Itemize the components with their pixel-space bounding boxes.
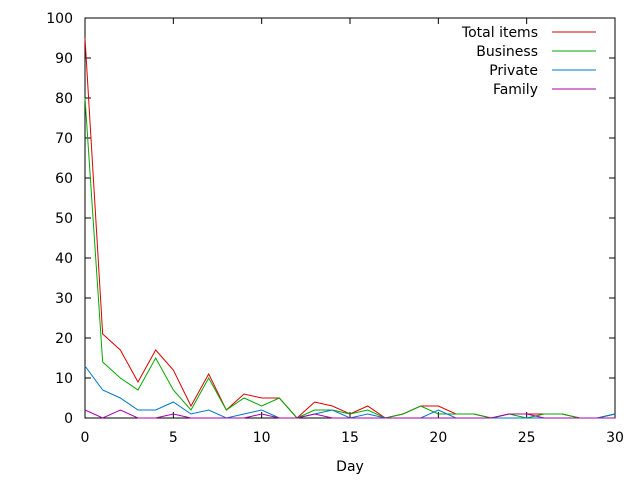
y-tick-label: 60: [55, 171, 73, 187]
series-line-business: [84, 97, 616, 419]
x-tick-label: 10: [253, 430, 271, 446]
y-tick-label: 70: [55, 131, 73, 147]
y-tick-label: 50: [55, 211, 73, 227]
x-tick-label: 0: [81, 430, 90, 446]
legend-label: Family: [493, 82, 538, 98]
y-tick-label: 10: [55, 371, 73, 387]
legend: Total items Business Private Family: [461, 25, 596, 98]
legend-label: Private: [489, 63, 538, 79]
y-tick-label: 40: [55, 251, 73, 267]
y-tick-label: 80: [55, 91, 73, 107]
legend-label: Total items: [461, 25, 538, 41]
x-axis-label: Day: [336, 459, 364, 475]
y-tick-label: 20: [55, 331, 73, 347]
series-line-family: [84, 409, 615, 419]
y-tick-label: 100: [46, 11, 73, 27]
x-tick-label: 25: [518, 430, 536, 446]
x-tick-label: 5: [169, 430, 178, 446]
legend-label: Business: [476, 44, 538, 60]
series-lines: [84, 37, 616, 419]
y-tick-label: 90: [55, 51, 73, 67]
x-tick-label: 20: [429, 430, 447, 446]
x-tick-label: 15: [341, 430, 359, 446]
y-tick-label: 30: [55, 291, 73, 307]
y-tick-label: 0: [64, 411, 73, 427]
x-tick-label: 30: [606, 430, 624, 446]
